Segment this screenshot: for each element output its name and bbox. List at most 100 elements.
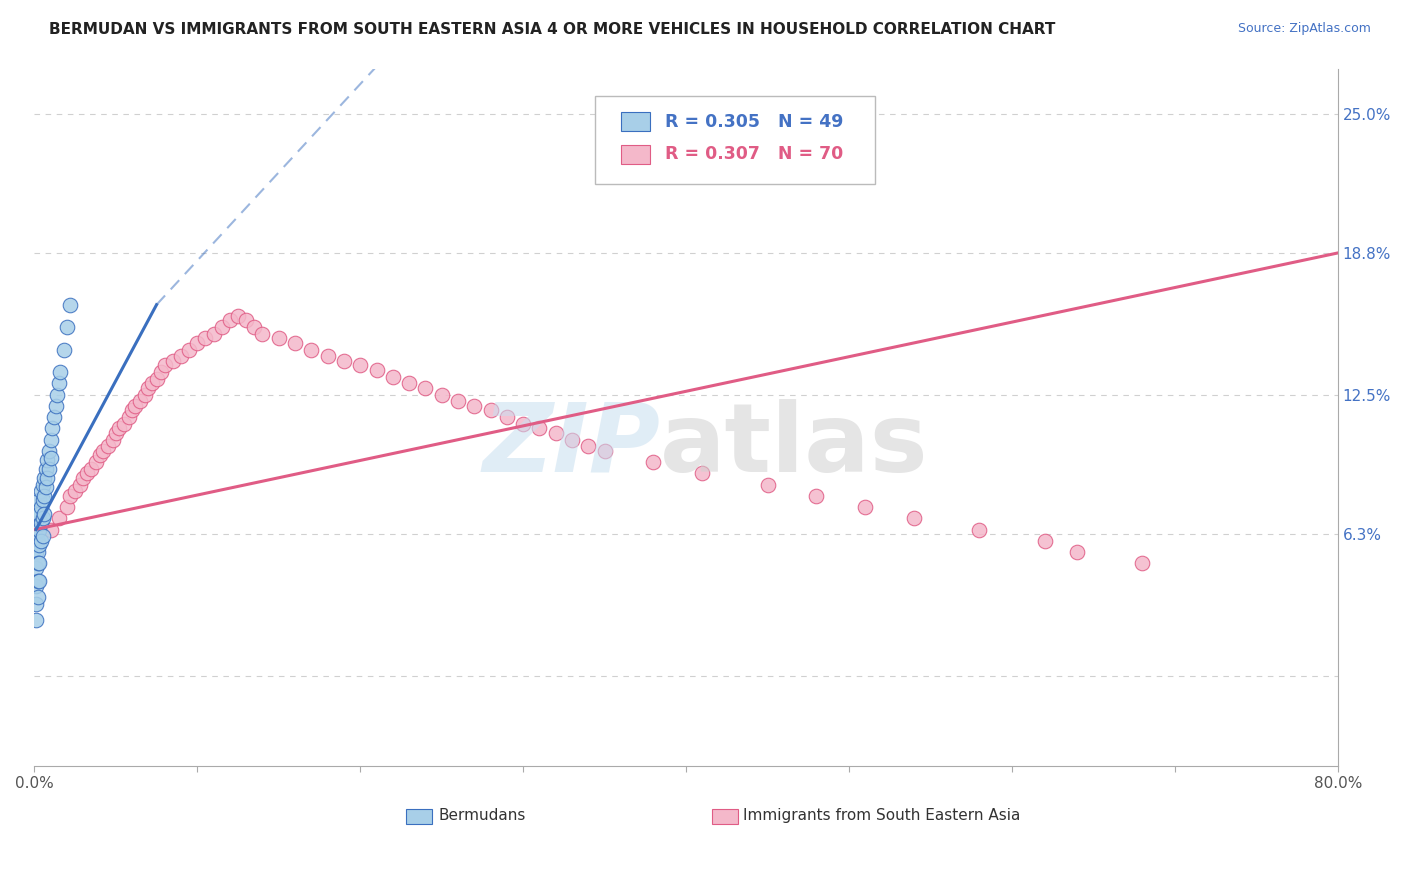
FancyBboxPatch shape	[621, 112, 650, 131]
Point	[153, 359, 176, 373]
Point	[56, 320, 79, 334]
Point	[349, 359, 371, 373]
Point	[32, 489, 55, 503]
Point	[31, 529, 53, 543]
Point	[59, 298, 82, 312]
Point	[28, 574, 51, 589]
Point	[32, 471, 55, 485]
Point	[544, 425, 567, 440]
Point	[97, 439, 120, 453]
Text: Immigrants from South Eastern Asia: Immigrants from South Eastern Asia	[744, 808, 1021, 823]
Point	[35, 462, 58, 476]
Point	[30, 500, 52, 515]
Text: Bermudans: Bermudans	[439, 808, 526, 823]
Text: R = 0.307   N = 70: R = 0.307 N = 70	[665, 145, 844, 163]
Point	[561, 433, 583, 447]
FancyBboxPatch shape	[595, 96, 875, 184]
Point	[28, 523, 51, 537]
Point	[495, 410, 517, 425]
Point	[316, 350, 339, 364]
Text: atlas: atlas	[659, 399, 928, 491]
Point	[27, 533, 49, 548]
Point	[49, 365, 72, 379]
Point	[37, 453, 59, 467]
Point	[398, 376, 420, 391]
FancyBboxPatch shape	[711, 809, 738, 824]
Point	[25, 597, 48, 611]
Point	[38, 443, 60, 458]
Point	[202, 326, 225, 341]
Point	[28, 493, 51, 508]
Point	[150, 365, 173, 379]
Point	[63, 484, 86, 499]
Point	[121, 403, 143, 417]
Point	[186, 335, 208, 350]
Point	[194, 331, 217, 345]
Point	[69, 477, 91, 491]
FancyBboxPatch shape	[621, 145, 650, 164]
Point	[108, 421, 131, 435]
Point	[333, 354, 356, 368]
Point	[219, 313, 242, 327]
Point	[25, 579, 48, 593]
Point	[28, 538, 51, 552]
Point	[27, 590, 49, 604]
Point	[30, 484, 52, 499]
Point	[252, 326, 274, 341]
Point	[25, 545, 48, 559]
Text: R = 0.305   N = 49: R = 0.305 N = 49	[665, 112, 844, 130]
Point	[52, 343, 75, 357]
Point	[30, 533, 52, 548]
Text: BERMUDAN VS IMMIGRANTS FROM SOUTH EASTERN ASIA 4 OR MORE VEHICLES IN HOUSEHOLD C: BERMUDAN VS IMMIGRANTS FROM SOUTH EASTER…	[49, 22, 1056, 37]
Point	[27, 574, 49, 589]
Point	[101, 433, 124, 447]
Point	[48, 376, 70, 391]
Point	[30, 516, 52, 530]
Point	[25, 561, 48, 575]
Point	[124, 399, 146, 413]
Point	[89, 449, 111, 463]
Point	[415, 381, 437, 395]
Point	[35, 480, 58, 494]
Point	[25, 529, 48, 543]
Point	[138, 381, 160, 395]
Point	[170, 350, 193, 364]
Point	[430, 387, 453, 401]
Point	[134, 387, 156, 401]
Point	[145, 372, 167, 386]
FancyBboxPatch shape	[406, 809, 432, 824]
Point	[447, 394, 470, 409]
Point	[299, 343, 322, 357]
Point	[243, 320, 266, 334]
Point	[853, 500, 876, 515]
Point	[27, 523, 49, 537]
Point	[72, 471, 94, 485]
Point	[27, 557, 49, 571]
Point	[806, 489, 828, 503]
Point	[1033, 533, 1056, 548]
Point	[59, 489, 82, 503]
Point	[366, 363, 388, 377]
Point	[284, 335, 307, 350]
Point	[28, 557, 51, 571]
Point	[28, 507, 51, 521]
Point	[463, 399, 485, 413]
Point	[25, 538, 48, 552]
Point	[80, 462, 103, 476]
Point	[84, 455, 107, 469]
Point	[756, 477, 779, 491]
Point	[31, 493, 53, 508]
Point	[643, 455, 665, 469]
Point	[235, 313, 257, 327]
Point	[39, 433, 62, 447]
Point	[76, 467, 98, 481]
Point	[31, 511, 53, 525]
Point	[27, 507, 49, 521]
Point	[969, 523, 991, 537]
Point	[31, 477, 53, 491]
Text: ZIP: ZIP	[482, 399, 659, 491]
Point	[211, 320, 233, 334]
Point	[91, 443, 114, 458]
Point	[104, 425, 127, 440]
Point	[129, 394, 152, 409]
